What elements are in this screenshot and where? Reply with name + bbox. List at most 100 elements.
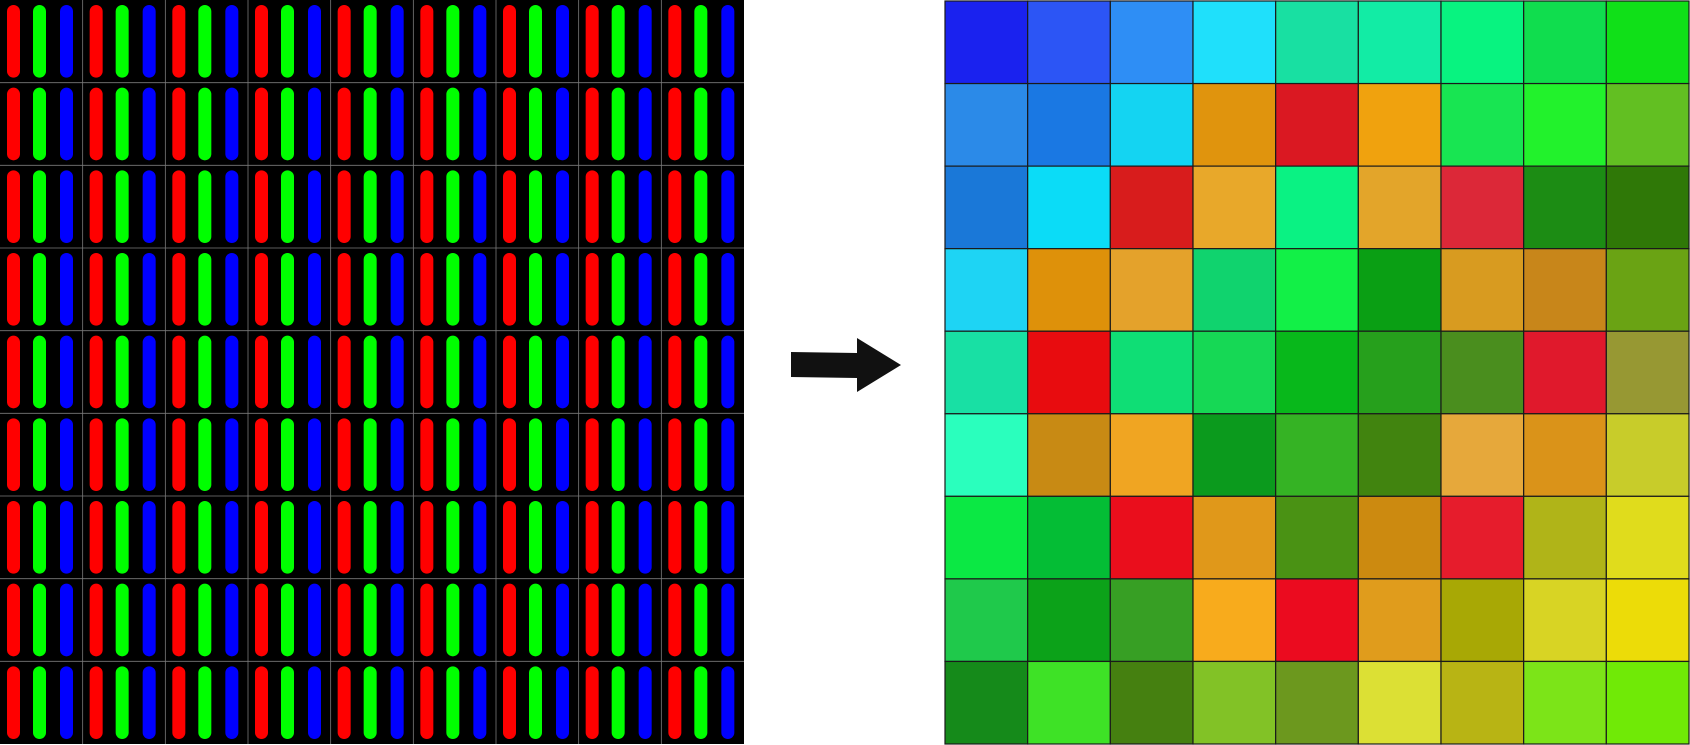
blue-subpixel	[308, 418, 321, 491]
green-subpixel	[33, 501, 46, 574]
blue-subpixel	[225, 501, 239, 574]
green-subpixel	[611, 501, 625, 574]
red-subpixel	[172, 170, 186, 243]
subpixel-cell	[7, 583, 73, 657]
blue-subpixel	[473, 170, 487, 243]
blue-subpixel	[721, 501, 735, 574]
blue-subpixel	[473, 253, 487, 326]
subpixel-cell	[7, 418, 73, 491]
subpixel-cell	[89, 418, 156, 491]
blue-subpixel	[390, 418, 404, 491]
red-subpixel	[89, 253, 103, 326]
subpixel-cell	[585, 5, 652, 78]
blue-subpixel	[721, 583, 735, 657]
subpixel-cell	[503, 5, 569, 78]
color-cell	[1275, 413, 1359, 497]
green-subpixel	[529, 335, 542, 409]
green-subpixel	[198, 583, 212, 657]
blue-subpixel	[142, 335, 156, 409]
blue-subpixel	[638, 666, 652, 739]
green-subpixel	[115, 666, 129, 739]
blue-subpixel	[721, 170, 735, 243]
red-subpixel	[7, 583, 20, 657]
blue-subpixel	[473, 5, 487, 78]
color-cell	[1605, 330, 1690, 415]
red-subpixel	[503, 253, 516, 326]
red-subpixel	[585, 253, 599, 326]
green-subpixel	[529, 170, 542, 243]
subpixel-cell	[7, 501, 73, 574]
subpixel-cell	[503, 583, 569, 657]
green-subpixel	[33, 87, 46, 161]
right-arrow-icon	[791, 338, 901, 392]
green-subpixel	[33, 418, 46, 491]
red-subpixel	[668, 418, 682, 491]
subpixel-cell	[7, 253, 73, 326]
subpixel-cell	[337, 501, 404, 574]
red-subpixel	[668, 666, 682, 739]
subpixel-cell	[420, 87, 487, 161]
color-cell	[1605, 413, 1690, 497]
blue-subpixel	[60, 87, 73, 161]
red-subpixel	[668, 87, 682, 161]
blue-subpixel	[473, 583, 487, 657]
blue-subpixel	[60, 253, 73, 326]
green-subpixel	[529, 583, 542, 657]
red-subpixel	[89, 170, 103, 243]
subpixel-cell	[7, 666, 73, 739]
blue-subpixel	[721, 418, 735, 491]
color-cell	[1027, 495, 1111, 580]
color-cell	[1275, 0, 1359, 85]
color-cell	[1357, 330, 1442, 415]
color-cell	[1027, 330, 1111, 415]
green-subpixel	[281, 501, 294, 574]
subpixel-cell	[172, 666, 239, 739]
green-subpixel	[694, 87, 708, 161]
green-subpixel	[446, 501, 460, 574]
subpixel-cell	[585, 666, 652, 739]
blue-subpixel	[142, 501, 156, 574]
red-subpixel	[503, 501, 516, 574]
green-subpixel	[363, 418, 377, 491]
red-subpixel	[420, 5, 434, 78]
subpixel-cell	[668, 666, 735, 739]
blue-subpixel	[473, 418, 487, 491]
color-cell	[1357, 248, 1442, 332]
green-subpixel	[611, 253, 625, 326]
green-subpixel	[33, 5, 46, 78]
subpixel-cell	[420, 666, 487, 739]
blue-subpixel	[60, 335, 73, 409]
color-cell	[1027, 660, 1111, 745]
blue-subpixel	[556, 501, 569, 574]
red-subpixel	[337, 666, 351, 739]
red-subpixel	[7, 666, 20, 739]
color-cell	[1027, 165, 1111, 250]
color-cell	[944, 578, 1029, 663]
color-cell	[1192, 495, 1277, 580]
green-subpixel	[446, 5, 460, 78]
red-subpixel	[255, 583, 268, 657]
red-subpixel	[585, 170, 599, 243]
blue-subpixel	[390, 666, 404, 739]
green-subpixel	[446, 253, 460, 326]
color-cell	[1357, 0, 1442, 85]
red-subpixel	[172, 335, 186, 409]
blue-subpixel	[390, 583, 404, 657]
red-subpixel	[337, 418, 351, 491]
color-cell	[944, 82, 1029, 167]
red-subpixel	[420, 666, 434, 739]
blue-subpixel	[308, 501, 321, 574]
subpixel-cell	[7, 5, 73, 78]
blue-subpixel	[60, 666, 73, 739]
green-subpixel	[446, 335, 460, 409]
blue-subpixel	[142, 418, 156, 491]
subpixel-cell	[337, 5, 404, 78]
color-cell	[1275, 330, 1359, 415]
blue-subpixel	[142, 87, 156, 161]
color-cell	[1440, 495, 1525, 580]
color-cell	[1192, 413, 1277, 497]
red-subpixel	[89, 666, 103, 739]
subpixel-cell	[668, 170, 735, 243]
red-subpixel	[420, 501, 434, 574]
blue-subpixel	[556, 335, 569, 409]
